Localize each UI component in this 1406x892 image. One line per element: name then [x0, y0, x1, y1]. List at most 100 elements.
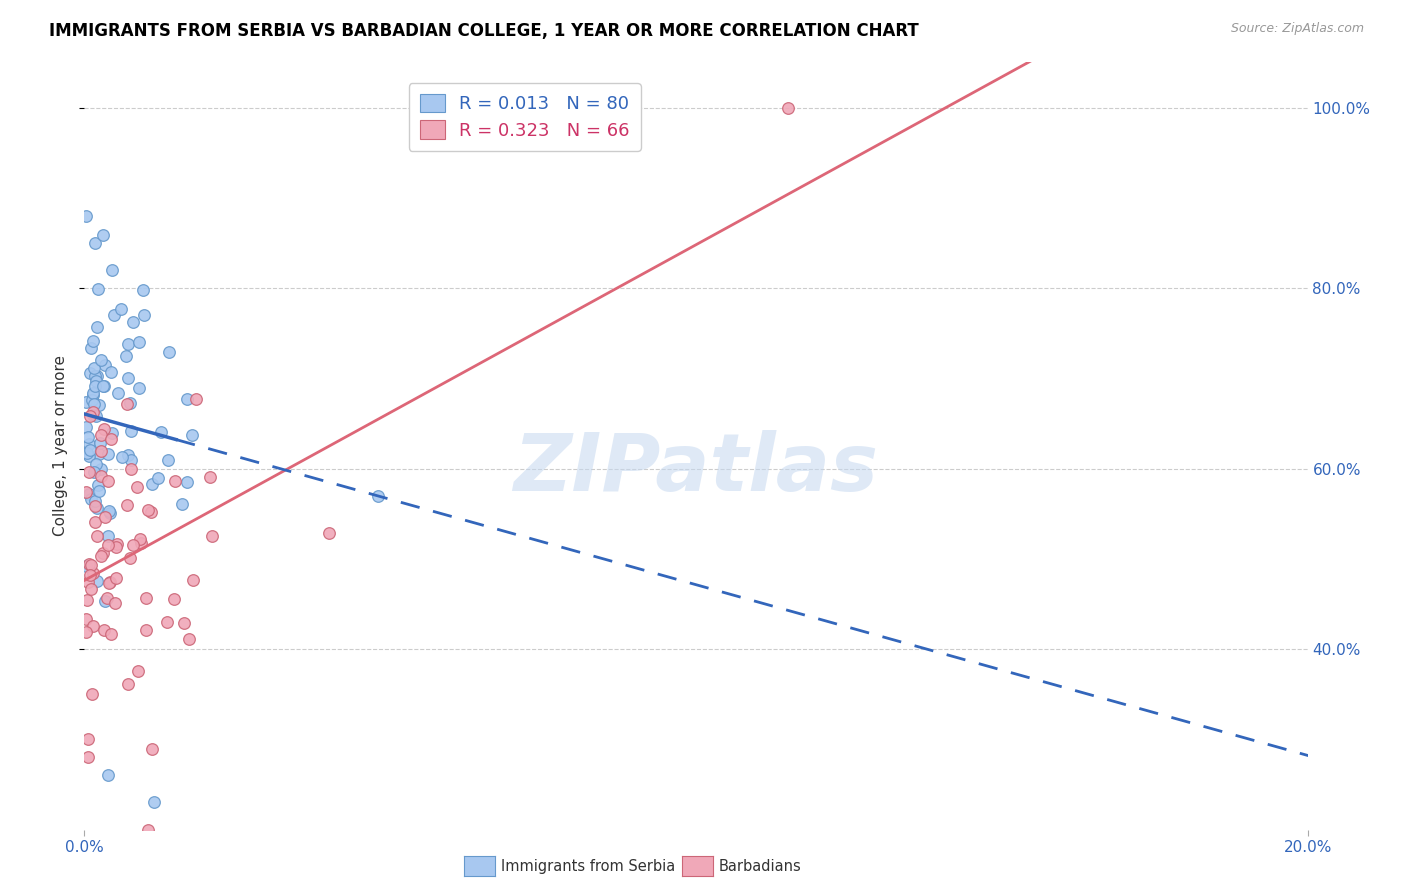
Point — [94, 509, 117, 524]
Point — [83, 397, 105, 411]
Point — [120, 550, 142, 565]
Point — [128, 335, 150, 350]
Point — [170, 497, 193, 511]
Point — [318, 526, 340, 541]
Point — [77, 574, 100, 589]
Point — [157, 344, 180, 359]
Point — [181, 573, 204, 587]
Point — [105, 571, 128, 585]
Point — [97, 768, 120, 782]
Point — [90, 549, 112, 564]
Point — [135, 591, 157, 605]
Point — [83, 465, 105, 479]
Point — [96, 591, 118, 606]
Point — [77, 465, 100, 479]
Point — [104, 596, 127, 610]
Point — [100, 627, 122, 641]
Point — [141, 476, 163, 491]
Point — [128, 381, 150, 395]
Point — [120, 424, 142, 438]
Point — [86, 320, 108, 334]
Point — [82, 619, 104, 633]
Point — [82, 386, 104, 401]
Point — [76, 446, 98, 460]
Point — [87, 447, 110, 461]
Point — [84, 369, 107, 384]
Point — [117, 677, 139, 691]
Point — [100, 432, 122, 446]
Point — [149, 425, 172, 440]
Point — [75, 485, 97, 500]
Point — [776, 101, 799, 115]
Text: ZIPatlas: ZIPatlas — [513, 430, 879, 508]
Point — [82, 334, 104, 348]
Point — [79, 568, 101, 582]
Point — [83, 499, 105, 513]
Point — [93, 379, 115, 393]
Point — [100, 426, 122, 441]
Point — [173, 616, 195, 631]
Point — [84, 494, 107, 508]
Point — [90, 353, 112, 368]
Point — [111, 450, 134, 465]
Point — [98, 506, 121, 520]
Point — [80, 582, 103, 597]
Point — [103, 308, 125, 322]
Point — [86, 369, 108, 384]
Point — [118, 395, 141, 409]
Point — [77, 449, 100, 463]
Point — [87, 282, 110, 296]
Point — [132, 308, 155, 322]
Point — [80, 491, 103, 506]
Point — [84, 374, 107, 388]
Point — [104, 540, 127, 554]
Point — [83, 379, 105, 393]
Point — [76, 593, 98, 607]
Point — [90, 443, 112, 458]
Point — [90, 468, 112, 483]
Point — [86, 501, 108, 516]
Point — [110, 301, 132, 316]
Point — [97, 538, 120, 552]
Text: Source: ZipAtlas.com: Source: ZipAtlas.com — [1230, 22, 1364, 36]
Point — [98, 575, 121, 590]
Point — [84, 458, 107, 472]
Point — [141, 741, 163, 756]
Point — [75, 625, 97, 640]
Point — [131, 536, 153, 550]
Point — [97, 474, 120, 488]
Point — [100, 365, 122, 379]
Point — [117, 448, 139, 462]
Point — [86, 574, 108, 588]
Point — [139, 505, 162, 519]
Point — [84, 515, 107, 529]
Point — [201, 528, 224, 542]
Text: IMMIGRANTS FROM SERBIA VS BARBADIAN COLLEGE, 1 YEAR OR MORE CORRELATION CHART: IMMIGRANTS FROM SERBIA VS BARBADIAN COLL… — [49, 22, 920, 40]
Point — [79, 443, 101, 458]
Point — [75, 394, 97, 409]
Point — [87, 478, 110, 492]
Point — [136, 822, 159, 837]
Point — [105, 537, 128, 551]
Point — [176, 392, 198, 406]
Point — [136, 502, 159, 516]
Point — [146, 471, 169, 485]
Point — [90, 462, 112, 476]
Point — [97, 447, 120, 461]
Point — [122, 315, 145, 329]
Point — [179, 632, 201, 646]
Point — [117, 371, 139, 385]
Point — [77, 430, 100, 444]
Point — [162, 591, 184, 606]
Point — [120, 461, 142, 475]
Point — [87, 398, 110, 412]
Point — [82, 687, 104, 701]
Point — [367, 489, 389, 503]
Point — [94, 594, 117, 608]
Point — [82, 405, 104, 419]
Point — [98, 504, 121, 518]
Point — [132, 283, 155, 297]
Point — [86, 529, 108, 543]
Point — [82, 393, 104, 408]
Point — [101, 263, 124, 277]
